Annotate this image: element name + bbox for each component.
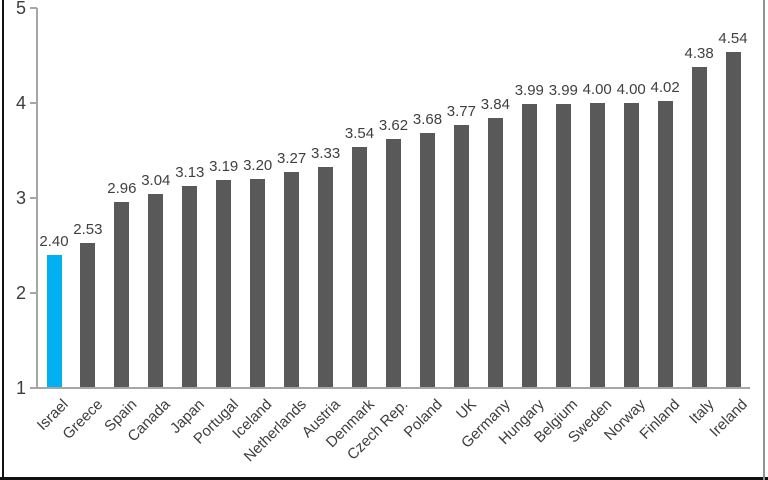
bar-italy [691, 66, 707, 388]
x-axis-line [37, 387, 750, 389]
bar-ireland [725, 51, 741, 388]
bar-belgium [555, 103, 571, 388]
bar-canada [148, 194, 164, 388]
bar-value-label: 3.33 [310, 144, 341, 162]
y-tick-mark [30, 387, 37, 389]
bar-austria [318, 166, 334, 388]
y-tick-mark [30, 7, 37, 9]
bar-greece [80, 242, 96, 388]
y-tick-label: 1 [15, 378, 26, 398]
bar-value-label: 2.53 [73, 220, 103, 238]
bar-value-label: 3.19 [209, 158, 239, 175]
bar-czech-rep [386, 139, 401, 388]
bar-value-label: 4.00 [616, 81, 646, 98]
bar-value-label: 3.99 [548, 81, 578, 99]
bar-value-label: 4.00 [582, 81, 612, 98]
bar-germany [487, 118, 503, 388]
frame-bottom-edge [0, 477, 768, 480]
bar-sweden [589, 103, 605, 388]
bar-value-label: 3.13 [175, 163, 205, 181]
y-axis-line [36, 8, 38, 389]
y-tick-label: 5 [15, 0, 26, 18]
bar-value-label: 2.40 [39, 233, 69, 250]
bar-value-label: 2.96 [107, 179, 137, 197]
bar-value-label: 4.54 [718, 29, 748, 47]
bar-finland [657, 101, 673, 388]
bar-uk [453, 124, 469, 388]
y-tick-mark [30, 102, 37, 104]
bar-norway [623, 103, 639, 388]
bar-value-label: 3.77 [446, 102, 476, 120]
bar-israel [46, 255, 62, 388]
category-label: UK [452, 396, 480, 423]
y-tick-label: 4 [15, 93, 26, 113]
category-label: Poland [400, 396, 446, 442]
bar-hungary [521, 103, 537, 388]
bar-iceland [250, 179, 266, 388]
bar-value-label: 3.84 [480, 96, 510, 114]
bar-value-label: 3.54 [344, 124, 375, 142]
y-tick-label: 3 [15, 188, 26, 208]
y-tick-mark [30, 292, 37, 294]
bar-portugal [216, 180, 232, 388]
bar-spain [114, 201, 130, 388]
bar-value-label: 4.38 [684, 44, 714, 62]
bar-netherlands [284, 172, 300, 388]
bar-denmark [352, 146, 367, 388]
y-tick-mark [30, 197, 37, 199]
bar-value-label: 3.68 [412, 111, 443, 129]
bar-value-label: 3.27 [276, 150, 307, 168]
bar-value-label: 3.99 [514, 81, 544, 99]
bar-value-label: 3.20 [243, 157, 273, 174]
bar-value-label: 4.02 [650, 79, 680, 97]
bar-poland [420, 133, 435, 388]
frame-right-edge [763, 0, 765, 480]
y-tick-label: 2 [15, 283, 26, 303]
bar-japan [182, 185, 198, 388]
bar-value-label: 3.62 [378, 117, 409, 135]
frame-left-edge [2, 0, 4, 480]
bar-value-label: 3.04 [141, 172, 171, 190]
